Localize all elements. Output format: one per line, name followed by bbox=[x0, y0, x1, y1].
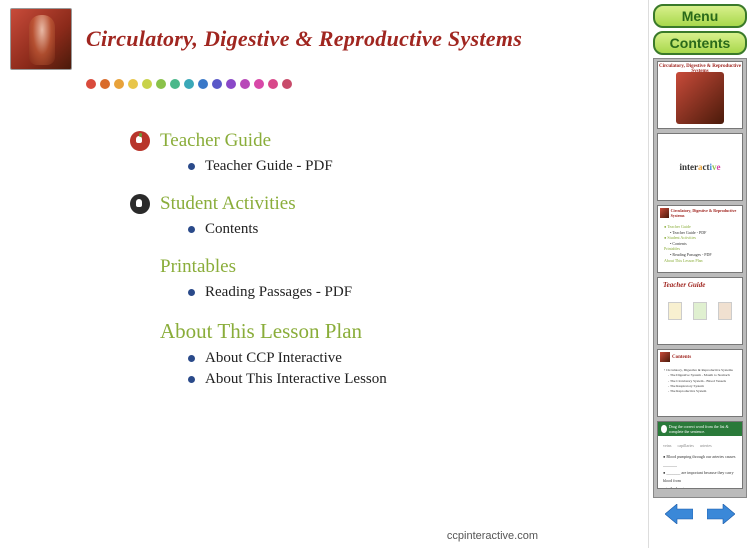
contents-button-label: Contents bbox=[670, 35, 731, 51]
decorative-dot bbox=[212, 79, 222, 89]
footer-url[interactable]: ccpinteractive.com bbox=[447, 530, 538, 542]
section-header[interactable]: Teacher Guide bbox=[130, 130, 648, 152]
decorative-dot bbox=[198, 79, 208, 89]
section-items: Contents bbox=[130, 221, 648, 238]
thumbnail-teacher[interactable]: Teacher Guide bbox=[657, 277, 743, 345]
decorative-dot bbox=[114, 79, 124, 89]
section: Teacher Guide Teacher Guide - PDF bbox=[130, 130, 648, 175]
list-item[interactable]: About This Interactive Lesson bbox=[188, 371, 648, 388]
list-item[interactable]: About CCP Interactive bbox=[188, 350, 648, 367]
decorative-dots-row bbox=[0, 74, 648, 100]
decorative-dot bbox=[170, 79, 180, 89]
decorative-dot bbox=[100, 79, 110, 89]
list-item[interactable]: Reading Passages - PDF bbox=[188, 284, 648, 301]
bullet-icon bbox=[188, 289, 195, 296]
decorative-dot bbox=[86, 79, 96, 89]
item-label: Contents bbox=[205, 221, 258, 238]
sections-container: Teacher Guide Teacher Guide - PDF Student … bbox=[0, 100, 648, 388]
apple-icon bbox=[130, 131, 150, 151]
section-header[interactable]: Student Activities bbox=[130, 193, 648, 215]
thumbnail-interactive[interactable]: interactive bbox=[657, 133, 743, 201]
hand-icon bbox=[130, 194, 150, 214]
no-icon bbox=[130, 322, 150, 342]
section: About This Lesson Plan About CCP Interact… bbox=[130, 319, 648, 388]
item-label: Reading Passages - PDF bbox=[205, 284, 352, 301]
nav-arrows bbox=[653, 498, 746, 524]
section: Student Activities Contents bbox=[130, 193, 648, 238]
decorative-dot bbox=[142, 79, 152, 89]
bullet-icon bbox=[188, 163, 195, 170]
anatomy-cover-image bbox=[10, 8, 72, 70]
section-title: Printables bbox=[160, 256, 236, 278]
bullet-icon bbox=[188, 355, 195, 362]
menu-button[interactable]: Menu bbox=[653, 4, 747, 28]
decorative-dot bbox=[184, 79, 194, 89]
thumbnail-cover[interactable]: Circulatory, Digestive & Reproductive Sy… bbox=[657, 61, 743, 129]
decorative-dot bbox=[282, 79, 292, 89]
thumbnail-contents2[interactable]: Contents• Circulatory, Digestive & Repro… bbox=[657, 349, 743, 417]
thumbnail-strip[interactable]: Circulatory, Digestive & Reproductive Sy… bbox=[653, 58, 747, 498]
bullet-icon bbox=[188, 226, 195, 233]
thumbnail-worksheet[interactable]: Drag the correct word from the list & co… bbox=[657, 421, 743, 489]
decorative-dot bbox=[254, 79, 264, 89]
page-title: Circulatory, Digestive & Reproductive Sy… bbox=[86, 26, 522, 52]
item-label: Teacher Guide - PDF bbox=[205, 158, 333, 175]
contents-button[interactable]: Contents bbox=[653, 31, 747, 55]
section-header[interactable]: About This Lesson Plan bbox=[130, 319, 648, 344]
decorative-dot bbox=[226, 79, 236, 89]
section-header[interactable]: Printables bbox=[130, 256, 648, 278]
section-title: Student Activities bbox=[160, 193, 296, 215]
list-item[interactable]: Teacher Guide - PDF bbox=[188, 158, 648, 175]
decorative-dot bbox=[128, 79, 138, 89]
decorative-dot bbox=[268, 79, 278, 89]
section-title: Teacher Guide bbox=[160, 130, 271, 152]
item-label: About CCP Interactive bbox=[205, 350, 342, 367]
bullet-icon bbox=[188, 376, 195, 383]
item-label: About This Interactive Lesson bbox=[205, 371, 387, 388]
right-sidebar: Menu Contents Circulatory, Digestive & R… bbox=[648, 0, 750, 548]
section-items: About CCP Interactive About This Interact… bbox=[130, 350, 648, 388]
list-item[interactable]: Contents bbox=[188, 221, 648, 238]
no-icon bbox=[130, 257, 150, 277]
decorative-dot bbox=[156, 79, 166, 89]
page-header: Circulatory, Digestive & Reproductive Sy… bbox=[0, 0, 648, 74]
menu-button-label: Menu bbox=[682, 8, 719, 24]
section-items: Reading Passages - PDF bbox=[130, 284, 648, 301]
section-items: Teacher Guide - PDF bbox=[130, 158, 648, 175]
section-title: About This Lesson Plan bbox=[160, 319, 362, 344]
prev-arrow-button[interactable] bbox=[665, 504, 693, 524]
next-arrow-button[interactable] bbox=[707, 504, 735, 524]
thumbnail-toc[interactable]: Circulatory, Digestive & Reproductive Sy… bbox=[657, 205, 743, 273]
main-content-area: Circulatory, Digestive & Reproductive Sy… bbox=[0, 0, 648, 548]
decorative-dot bbox=[240, 79, 250, 89]
section: Printables Reading Passages - PDF bbox=[130, 256, 648, 301]
